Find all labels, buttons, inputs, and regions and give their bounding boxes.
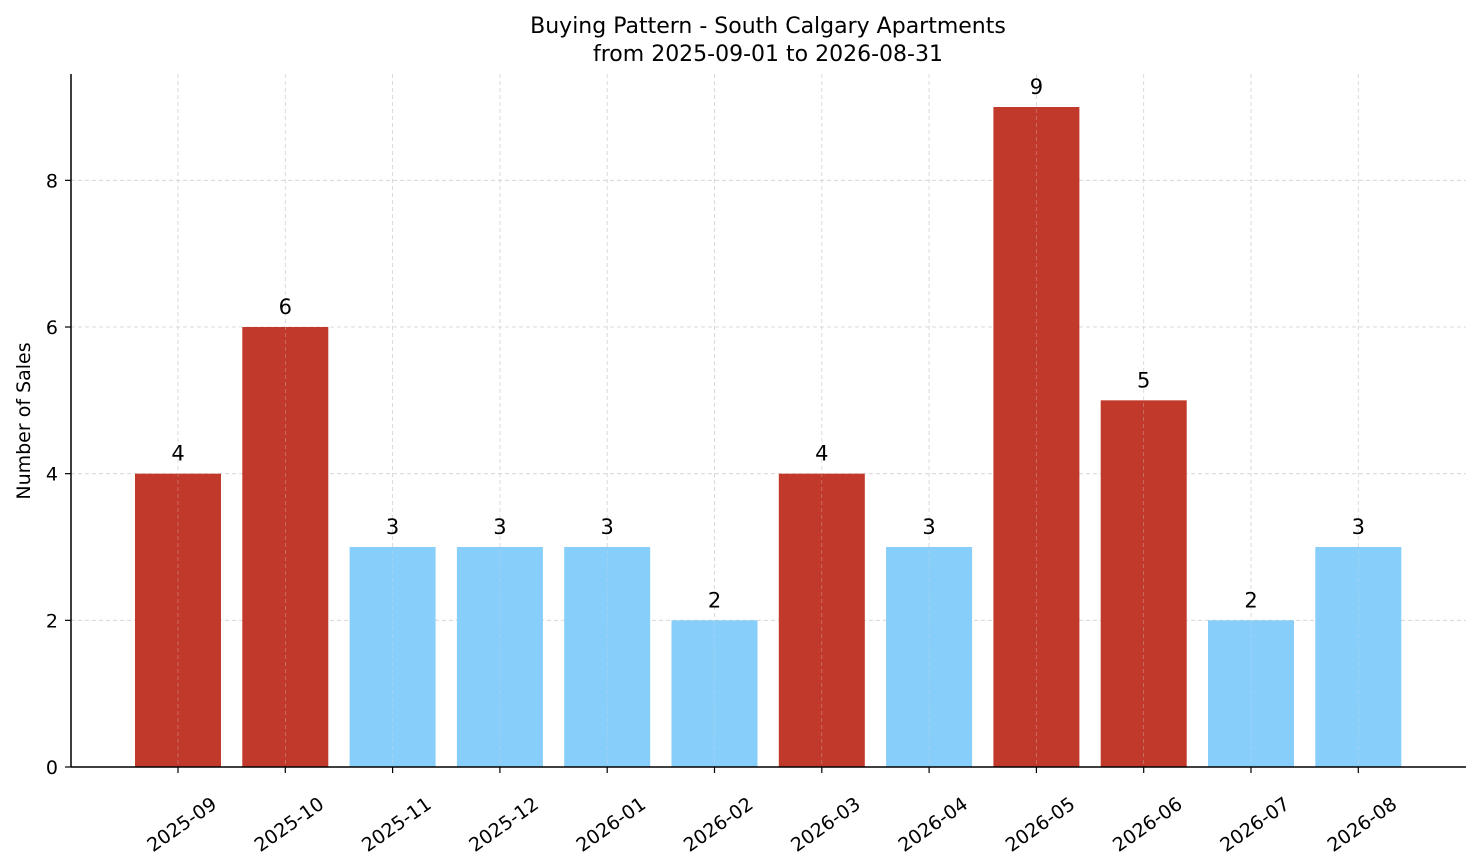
value-label: 9 — [1030, 75, 1043, 99]
y-tick-label: 2 — [46, 610, 58, 632]
value-label: 3 — [601, 515, 614, 539]
y-axis-label: Number of Sales — [13, 342, 35, 499]
value-label: 6 — [279, 295, 292, 319]
value-labels: 4 6 3 3 3 2 4 3 9 5 2 3 — [171, 75, 1365, 612]
x-tick-label: 2026-08 — [1324, 793, 1402, 857]
bar-group — [135, 74, 1402, 767]
x-tick-label: 2025-10 — [251, 793, 329, 857]
chart-title: Buying Pattern - South Calgary Apartment… — [530, 14, 1006, 39]
x-tick-label: 2026-07 — [1216, 793, 1294, 857]
bar-2026-05 — [993, 107, 1080, 767]
x-tick-label: 2026-06 — [1109, 793, 1187, 857]
y-tick-label: 8 — [46, 170, 58, 192]
x-tick-label: 2025-11 — [358, 793, 436, 857]
value-label: 4 — [171, 442, 184, 466]
x-tick-label: 2025-12 — [465, 793, 543, 857]
value-label: 4 — [815, 442, 828, 466]
value-label: 2 — [1244, 588, 1257, 612]
x-tick-label: 2026-04 — [894, 793, 972, 857]
value-label: 3 — [493, 515, 506, 539]
y-tick-label: 4 — [46, 464, 58, 486]
x-tick-label: 2025-09 — [143, 793, 221, 857]
x-tick-label: 2026-01 — [572, 793, 650, 857]
x-tick-label: 2026-03 — [787, 793, 865, 857]
chart-subtitle: from 2025-09-01 to 2026-08-31 — [593, 42, 943, 67]
value-label: 3 — [386, 515, 399, 539]
y-tick-label: 6 — [46, 317, 58, 339]
x-tick-label: 2026-05 — [1002, 793, 1080, 857]
value-label: 5 — [1137, 368, 1150, 392]
x-tick-label: 2026-02 — [680, 793, 758, 857]
y-tick-label: 0 — [46, 757, 58, 779]
value-label: 3 — [922, 515, 935, 539]
value-label: 3 — [1352, 515, 1365, 539]
value-label: 2 — [708, 588, 721, 612]
